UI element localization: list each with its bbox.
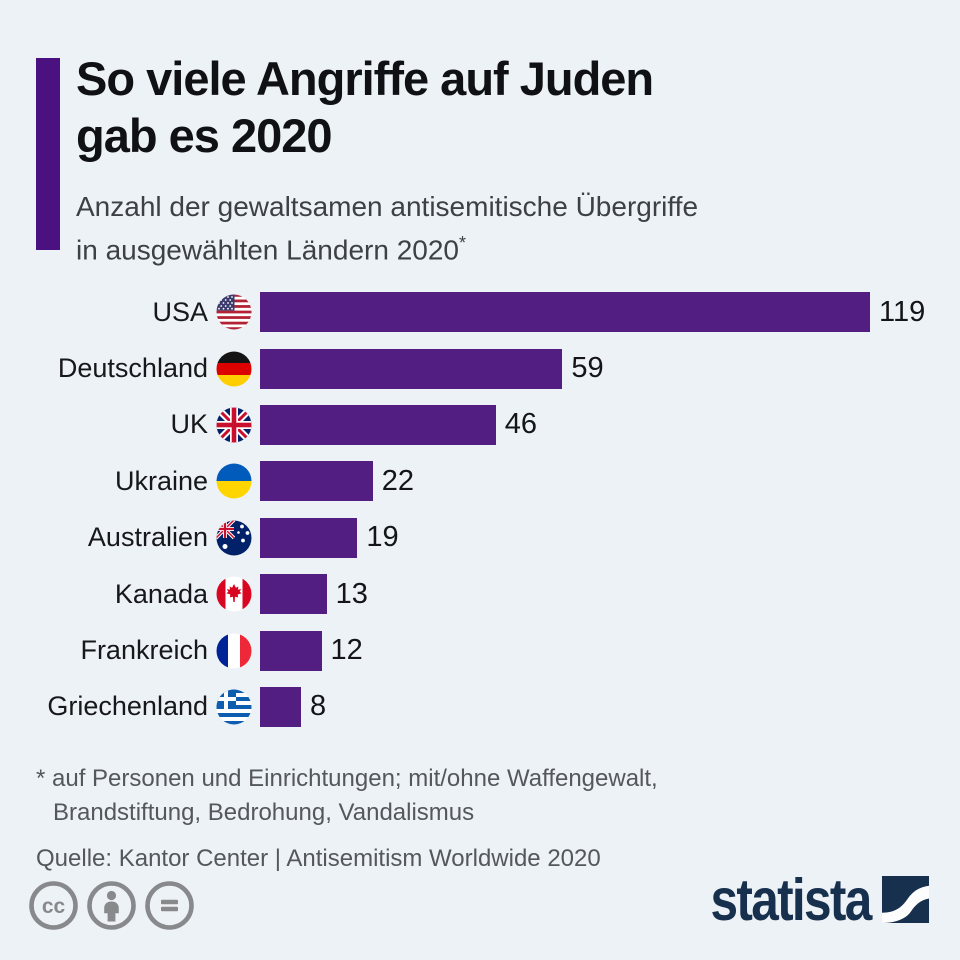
country-label: Ukraine: [114, 465, 208, 496]
page-subtitle: Anzahl der gewaltsamen antisemitische Üb…: [76, 188, 698, 268]
footnote-line-2: Brandstiftung, Bedrohung, Vandalismus: [53, 799, 475, 826]
country-label: Kanada: [114, 578, 208, 609]
chart-row: Deutschland 59: [36, 340, 926, 396]
bar-value-label: 13: [335, 577, 368, 610]
statista-logo-mark-icon: [882, 876, 929, 923]
bar-area: 8: [260, 686, 926, 727]
bar-area: 22: [260, 461, 926, 502]
attribution-icon[interactable]: [86, 880, 137, 931]
bar-area: 119: [260, 292, 926, 333]
country-flag-icon: [216, 576, 252, 612]
bar-area: 46: [260, 404, 926, 445]
country-label: Frankreich: [80, 635, 208, 666]
footnote: * auf Personen und Einrichtungen; mit/oh…: [36, 762, 658, 830]
bar: [260, 461, 373, 502]
page-title: So viele Angriffe auf Juden gab es 2020: [76, 50, 654, 164]
country-label: Griechenland: [47, 691, 208, 722]
bar-area: 59: [260, 348, 926, 389]
country-flag-icon: [216, 463, 252, 499]
bar: [260, 686, 301, 727]
title-accent-bar: [36, 58, 60, 250]
bar-value-label: 19: [366, 521, 399, 554]
bar-value-label: 8: [310, 690, 327, 723]
country-label: UK: [170, 409, 208, 440]
bar: [260, 574, 327, 615]
country-flag-icon: [216, 407, 252, 443]
statista-logo-text: statista: [710, 867, 873, 933]
country-flag-icon: [216, 351, 252, 387]
subtitle-line-1: Anzahl der gewaltsamen antisemitische Üb…: [76, 191, 699, 222]
chart-row: Ukraine 22: [36, 453, 926, 509]
bar-area: 12: [260, 630, 926, 671]
svg-text:cc: cc: [42, 895, 66, 918]
bar: [260, 517, 358, 558]
bar-area: 13: [260, 574, 926, 615]
bar: [260, 292, 870, 333]
chart-row: Kanada 13: [36, 566, 926, 622]
bar: [260, 404, 496, 445]
bar-value-label: 119: [879, 295, 926, 328]
chart-row: USA 119: [36, 284, 926, 340]
country-label: Australien: [87, 522, 208, 553]
cc-icon[interactable]: cc: [28, 880, 79, 931]
country-label: USA: [152, 296, 208, 327]
footnote-marker: *: [458, 233, 466, 253]
bar-value-label: 59: [571, 352, 604, 385]
country-label: Deutschland: [57, 353, 208, 384]
bar-value-label: 22: [381, 464, 415, 497]
no-derivatives-icon[interactable]: [144, 880, 195, 931]
chart-row: Frankreich 12: [36, 622, 926, 678]
title-line-1: So viele Angriffe auf Juden: [76, 52, 654, 105]
bar-chart: USA 119 Deutschland 59 UK 46: [36, 284, 926, 735]
bar: [260, 630, 322, 671]
chart-row: UK 46: [36, 397, 926, 453]
chart-row: Griechenland 8: [36, 679, 926, 735]
license-icons: cc: [28, 880, 195, 931]
subtitle-line-2: in ausgewählten Ländern 2020*: [76, 233, 466, 266]
bar-value-label: 46: [504, 408, 538, 441]
country-flag-icon: [216, 520, 252, 556]
country-flag-icon: [216, 294, 252, 330]
country-flag-icon: [216, 689, 252, 725]
country-flag-icon: [216, 633, 252, 669]
chart-row: Australien 19: [36, 510, 926, 566]
bar: [260, 348, 563, 389]
footnote-line-1: * auf Personen und Einrichtungen; mit/oh…: [36, 765, 658, 792]
source-line: Quelle: Kantor Center | Antisemitism Wor…: [36, 845, 601, 872]
title-line-2: gab es 2020: [76, 109, 333, 162]
bar-area: 19: [260, 517, 926, 558]
statista-logo[interactable]: statista: [680, 867, 929, 933]
bar-value-label: 12: [330, 634, 363, 667]
